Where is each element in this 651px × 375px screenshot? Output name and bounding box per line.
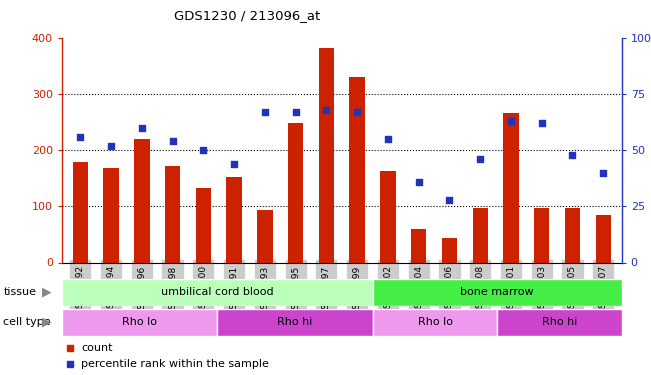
Point <box>290 109 301 115</box>
Bar <box>62 309 217 336</box>
Text: Rho lo: Rho lo <box>122 317 157 327</box>
Bar <box>596 214 611 262</box>
Point <box>75 134 85 140</box>
Bar <box>196 188 211 262</box>
Bar <box>257 210 273 262</box>
Bar <box>288 123 303 262</box>
Point <box>383 136 393 142</box>
Bar <box>134 139 150 262</box>
Bar <box>503 113 519 262</box>
Point <box>413 178 424 184</box>
Point <box>536 120 547 126</box>
Text: count: count <box>81 343 113 353</box>
Text: GDS1230 / 213096_at: GDS1230 / 213096_at <box>174 9 320 22</box>
Text: ▶: ▶ <box>42 315 51 328</box>
Bar <box>565 208 580 262</box>
Point <box>167 138 178 144</box>
Bar <box>380 171 396 262</box>
Point <box>137 124 147 130</box>
Text: cell type: cell type <box>3 317 51 327</box>
Bar <box>62 279 373 306</box>
Bar <box>73 162 88 262</box>
Point <box>260 109 270 115</box>
Text: Rho hi: Rho hi <box>277 317 313 327</box>
Point <box>106 142 117 148</box>
Point <box>198 147 208 153</box>
Point <box>444 196 454 202</box>
Bar <box>104 168 118 262</box>
Bar <box>373 309 497 336</box>
Bar <box>411 229 426 262</box>
Bar <box>217 309 373 336</box>
Point <box>567 152 577 157</box>
Point <box>352 109 363 115</box>
Point <box>475 156 486 162</box>
Point <box>506 118 516 124</box>
Point <box>321 106 331 112</box>
Bar <box>497 309 622 336</box>
Point <box>229 160 240 166</box>
Bar <box>165 166 180 262</box>
Text: umbilical cord blood: umbilical cord blood <box>161 287 273 297</box>
Point <box>598 170 609 176</box>
Bar <box>442 238 457 262</box>
Text: Rho lo: Rho lo <box>417 317 452 327</box>
Text: bone marrow: bone marrow <box>460 287 534 297</box>
Text: Rho hi: Rho hi <box>542 317 577 327</box>
Text: tissue: tissue <box>3 287 36 297</box>
Bar <box>534 208 549 262</box>
Bar <box>473 208 488 262</box>
Text: percentile rank within the sample: percentile rank within the sample <box>81 359 270 369</box>
Bar <box>319 48 334 262</box>
Text: ▶: ▶ <box>42 285 51 298</box>
Bar <box>227 177 242 262</box>
Bar <box>350 77 365 262</box>
Bar <box>373 279 622 306</box>
